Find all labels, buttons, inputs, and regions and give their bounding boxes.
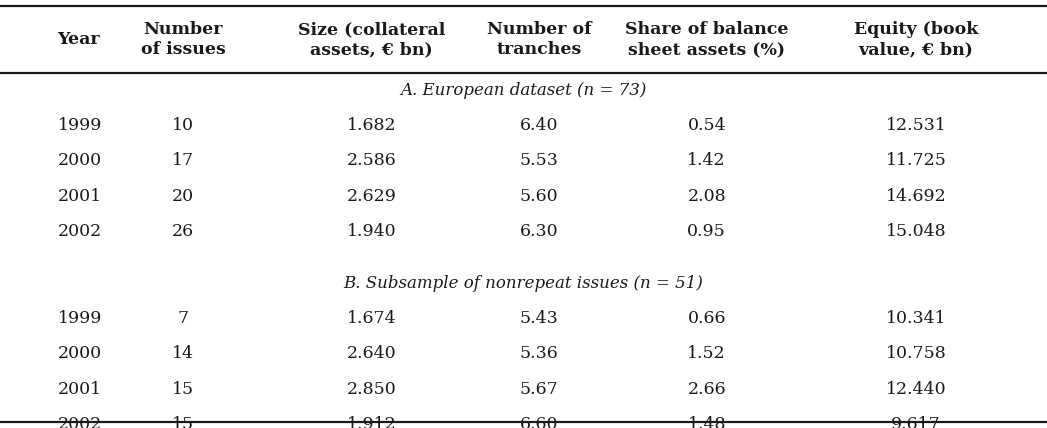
Text: 0.54: 0.54: [688, 117, 726, 134]
Text: 1999: 1999: [58, 117, 102, 134]
Text: 7: 7: [178, 310, 188, 327]
Text: 6.40: 6.40: [520, 117, 558, 134]
Text: 10.758: 10.758: [886, 345, 946, 363]
Text: 20: 20: [172, 187, 195, 205]
Text: 15: 15: [172, 380, 195, 398]
Text: 12.440: 12.440: [886, 380, 946, 398]
Text: 9.617: 9.617: [891, 416, 941, 428]
Text: 2.08: 2.08: [688, 187, 726, 205]
Text: 5.53: 5.53: [519, 152, 559, 169]
Text: 1.674: 1.674: [347, 310, 397, 327]
Text: Size (collateral
assets, € bn): Size (collateral assets, € bn): [298, 21, 445, 58]
Text: 10.341: 10.341: [886, 310, 946, 327]
Text: Number
of issues: Number of issues: [141, 21, 225, 58]
Text: Share of balance
sheet assets (%): Share of balance sheet assets (%): [625, 21, 788, 58]
Text: 0.95: 0.95: [687, 223, 727, 240]
Text: 2.629: 2.629: [347, 187, 397, 205]
Text: 14.692: 14.692: [886, 187, 946, 205]
Text: 2000: 2000: [58, 345, 102, 363]
Text: 14: 14: [172, 345, 195, 363]
Text: 6.60: 6.60: [520, 416, 558, 428]
Text: 1.940: 1.940: [347, 223, 397, 240]
Text: 1.48: 1.48: [688, 416, 726, 428]
Text: Year: Year: [58, 31, 101, 48]
Text: 6.30: 6.30: [520, 223, 558, 240]
Text: 1999: 1999: [58, 310, 102, 327]
Text: 2.850: 2.850: [347, 380, 397, 398]
Text: 1.912: 1.912: [347, 416, 397, 428]
Text: 15.048: 15.048: [886, 223, 946, 240]
Text: A. European dataset (n = 73): A. European dataset (n = 73): [400, 82, 647, 99]
Text: 5.67: 5.67: [519, 380, 559, 398]
Text: 1.42: 1.42: [688, 152, 726, 169]
Text: 11.725: 11.725: [886, 152, 946, 169]
Text: 1.682: 1.682: [347, 117, 397, 134]
Text: 2000: 2000: [58, 152, 102, 169]
Text: 2.640: 2.640: [347, 345, 397, 363]
Text: Equity (book
value, € bn): Equity (book value, € bn): [854, 21, 978, 58]
Text: 5.43: 5.43: [519, 310, 559, 327]
Text: 2001: 2001: [58, 187, 102, 205]
Text: 12.531: 12.531: [886, 117, 946, 134]
Text: 17: 17: [172, 152, 195, 169]
Text: 26: 26: [172, 223, 195, 240]
Text: 2002: 2002: [58, 223, 102, 240]
Text: B. Subsample of nonrepeat issues (n = 51): B. Subsample of nonrepeat issues (n = 51…: [343, 275, 704, 292]
Text: 5.36: 5.36: [519, 345, 559, 363]
Text: 15: 15: [172, 416, 195, 428]
Text: 2002: 2002: [58, 416, 102, 428]
Text: Number of
tranches: Number of tranches: [487, 21, 592, 58]
Text: 2001: 2001: [58, 380, 102, 398]
Text: 0.66: 0.66: [688, 310, 726, 327]
Text: 5.60: 5.60: [520, 187, 558, 205]
Text: 1.52: 1.52: [687, 345, 727, 363]
Text: 10: 10: [172, 117, 195, 134]
Text: 2.66: 2.66: [688, 380, 726, 398]
Text: 2.586: 2.586: [347, 152, 397, 169]
